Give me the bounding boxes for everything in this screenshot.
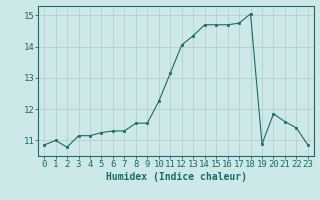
X-axis label: Humidex (Indice chaleur): Humidex (Indice chaleur): [106, 172, 246, 182]
